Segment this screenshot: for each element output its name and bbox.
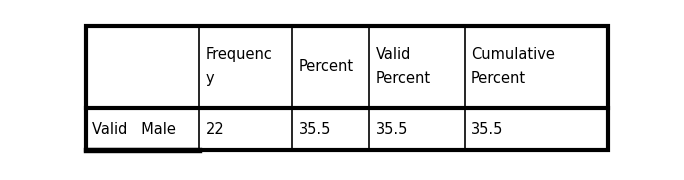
Text: 35.5: 35.5	[299, 122, 331, 136]
Text: Cumulative
Percent: Cumulative Percent	[471, 47, 555, 86]
Text: Percent: Percent	[299, 59, 354, 74]
Text: 22: 22	[206, 122, 224, 136]
Text: 35.5: 35.5	[471, 122, 503, 136]
Text: Valid
Percent: Valid Percent	[376, 47, 431, 86]
Text: 35.5: 35.5	[376, 122, 408, 136]
Text: Frequenc
y: Frequenc y	[206, 47, 273, 86]
Bar	[86, 26, 607, 150]
Text: Valid   Male: Valid Male	[92, 122, 176, 136]
